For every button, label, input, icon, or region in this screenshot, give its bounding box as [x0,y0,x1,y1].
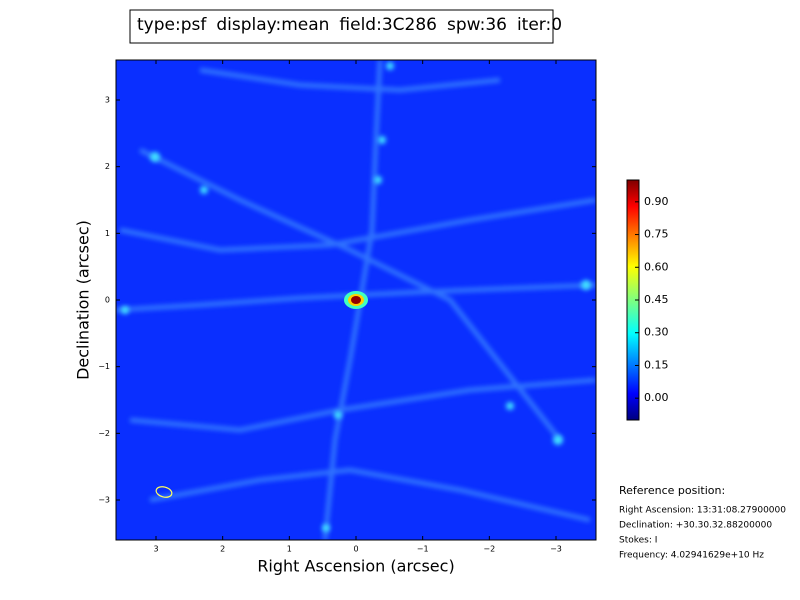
x-tick-label: −2 [483,545,495,554]
y-tick-label: −1 [98,362,110,371]
colorbar-tick-label: 0.90 [644,195,669,208]
title-part: field:3C286 [339,15,437,35]
y-tick-label: −3 [98,496,110,505]
colorbar-tick-label: 0.45 [644,293,669,306]
colorbar-tick-label: 0.30 [644,326,669,339]
y-tick-label: 0 [105,296,110,305]
x-tick-label: 0 [353,545,358,554]
y-tick-label: 3 [105,96,110,105]
reference-line: Frequency: 4.02941629e+10 Hz [619,551,764,561]
title-part: spw:36 [447,15,507,35]
colorbar-tick-label: 0.60 [644,260,669,273]
title-part: iter:0 [517,15,562,35]
x-tick-label: −1 [417,545,429,554]
reference-line: Stokes: I [619,536,657,546]
x-tick-label: 3 [153,545,158,554]
x-tick-label: 1 [287,545,292,554]
x-tick-label: 2 [220,545,225,554]
x-tick-label: −3 [550,545,562,554]
psf-image [116,60,596,540]
y-axis-label: Declination (arcsec) [74,220,93,380]
title-box [129,9,554,44]
bright-spots [121,62,591,532]
y-tick-label: −2 [98,429,110,438]
x-axis-label: Right Ascension (arcsec) [257,557,454,576]
sidelobes [116,60,596,540]
colorbar-tick-label: 0.00 [644,391,669,404]
title-part: display:mean [216,15,329,35]
colorbar-tick-label: 0.15 [644,358,669,371]
reference-line: Declination: +30.30.32.88200000 [619,521,772,531]
peak [351,296,361,304]
y-tick-label: 2 [105,162,110,171]
title-part: type:psf [137,15,207,35]
colorbar-tick-label: 0.75 [644,228,669,241]
beam-ellipse [155,486,173,498]
reference-line: Right Ascension: 13:31:08.27900000 [619,506,786,516]
reference-heading: Reference position: [619,484,725,497]
y-tick-label: 1 [105,229,110,238]
